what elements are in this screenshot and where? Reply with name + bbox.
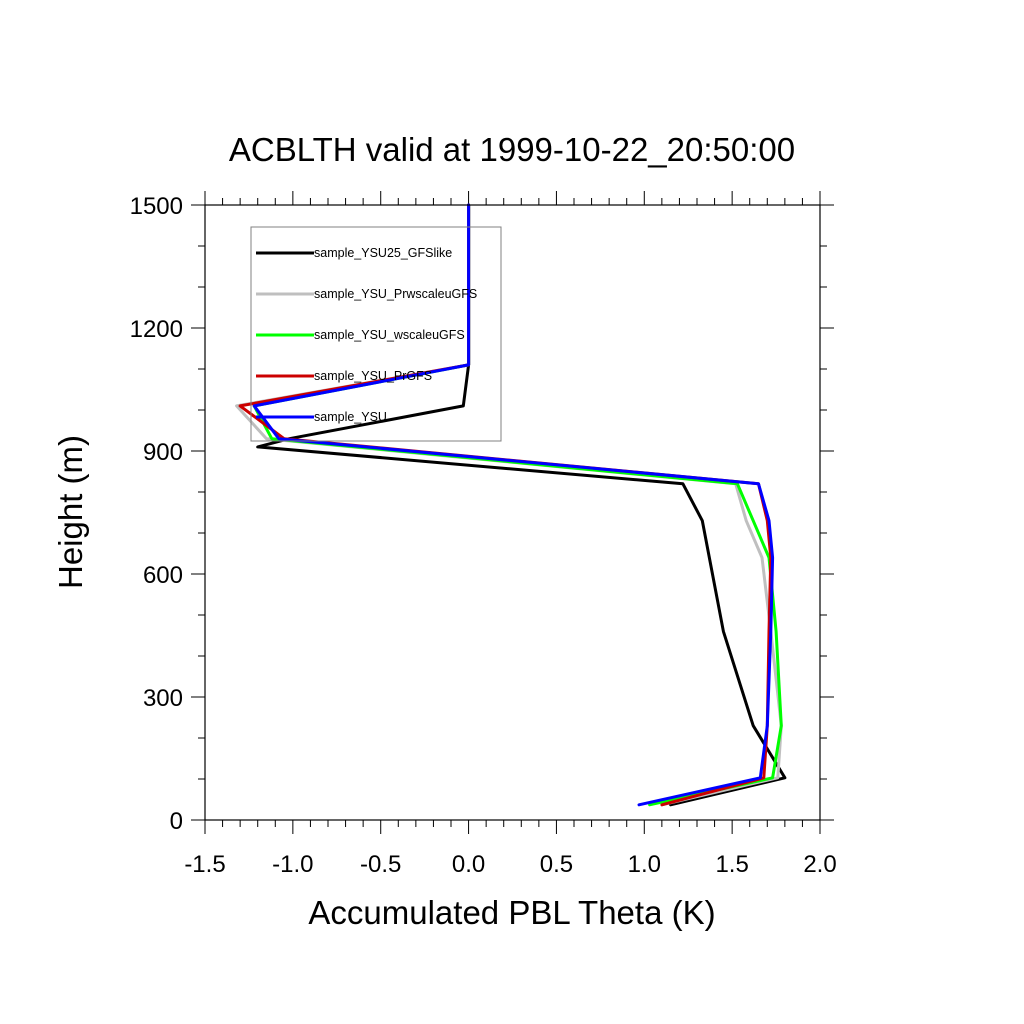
legend-label-2: sample_YSU_PrwscaleuGFS xyxy=(314,287,477,301)
legend-label-3: sample_YSU_wscaleuGFS xyxy=(314,328,465,342)
y-tick-label: 600 xyxy=(143,562,183,589)
x-tick-label: -0.5 xyxy=(360,851,401,878)
y-tick-label: 300 xyxy=(143,685,183,712)
x-tick-label: -1.0 xyxy=(272,851,313,878)
plot-lines xyxy=(235,203,787,807)
axis-ticks xyxy=(191,191,834,834)
x-tick-label: 0.5 xyxy=(540,851,573,878)
y-tick-label: 1500 xyxy=(130,193,183,220)
y-tick-label: 0 xyxy=(170,808,183,835)
y-tick-label: 1200 xyxy=(130,316,183,343)
x-tick-label: 2.0 xyxy=(803,851,836,878)
x-tick-label: 0.0 xyxy=(452,851,485,878)
legend-box xyxy=(250,226,502,442)
plot-frame xyxy=(204,204,821,821)
chart-title: ACBLTH valid at 1999-10-22_20:50:00 xyxy=(229,131,795,168)
tick-labels: -1.5 -1.0 -0.5 0.0 0.5 1.0 1.5 2.0 0 300 600 900 120… xyxy=(130,193,837,878)
x-axis-title: Accumulated PBL Theta (K) xyxy=(308,894,715,931)
legend: sample_YSU25_GFSlike sample_YSU_Prwscaleu… xyxy=(250,226,502,442)
legend-label-1: sample_YSU25_GFSlike xyxy=(314,246,452,260)
y-tick-label: 900 xyxy=(143,439,183,466)
legend-label-4: sample_YSU_PrGFS xyxy=(314,369,432,383)
y-axis-title: Height (m) xyxy=(52,435,89,589)
legend-label-5: sample_YSU xyxy=(314,410,387,424)
x-tick-label: -1.5 xyxy=(184,851,225,878)
x-tick-label: 1.0 xyxy=(628,851,661,878)
x-tick-label: 1.5 xyxy=(715,851,748,878)
series-line-5 xyxy=(252,203,775,807)
